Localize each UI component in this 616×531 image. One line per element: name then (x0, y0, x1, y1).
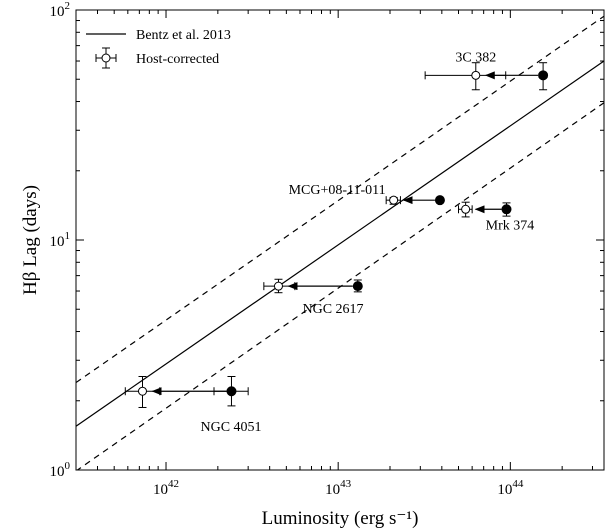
y-tick-label: 100 (50, 460, 71, 480)
filled-point (538, 70, 549, 81)
x-tick-label: 1044 (497, 478, 524, 498)
object-label: MCG+08-11-011 (289, 183, 386, 198)
y-tick-label: 101 (50, 230, 71, 250)
x-axis-label: Luminosity (erg s⁻¹) (262, 508, 419, 529)
host-corrected-point (461, 204, 471, 214)
y-axis-label: Hβ Lag (days) (20, 185, 41, 295)
relation-upper-dashed (76, 15, 604, 384)
x-tick-label: 1042 (153, 478, 179, 498)
host-corrected-point (273, 281, 283, 291)
filled-point (226, 386, 237, 397)
y-tick-label: 102 (50, 0, 71, 20)
data-object-1: NGC 2617 (263, 278, 364, 317)
relation-lower-dashed (76, 102, 604, 470)
host-corrected-point (137, 386, 147, 396)
filled-point (434, 195, 445, 206)
host-corrected-point (471, 70, 481, 80)
legend-label-bentz: Bentz et al. 2013 (136, 28, 231, 43)
legend-label-host-corrected: Host-corrected (136, 52, 219, 67)
object-label: Mrk 374 (486, 218, 535, 233)
x-tick-label: 1043 (325, 478, 352, 498)
object-label: NGC 4051 (200, 420, 261, 435)
axis-ticks (75, 10, 604, 471)
plot-content: NGC 4051 NGC 2617 MCG+08-11-011 Mrk 374 3C 3… (76, 15, 604, 470)
data-object-0: NGC 4051 (124, 375, 262, 435)
relation-line (76, 60, 604, 427)
host-corrected-point (389, 195, 399, 205)
data-object-4: 3C 382 (424, 50, 549, 91)
filled-point (501, 204, 512, 215)
data-object-3: Mrk 374 (458, 201, 535, 233)
plot-frame (75, 9, 605, 471)
object-label: 3C 382 (455, 50, 496, 65)
legend-open-circle-symbol (95, 47, 117, 69)
data-object-2: MCG+08-11-011 (289, 183, 445, 206)
filled-point (352, 281, 363, 292)
object-label: NGC 2617 (302, 302, 363, 317)
legend: Bentz et al. 2013 Host-corrected (86, 28, 231, 69)
